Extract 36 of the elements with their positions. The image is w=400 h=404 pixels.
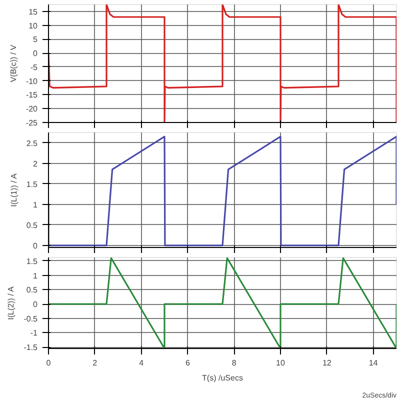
y-tick-label: 0	[33, 49, 38, 58]
x-tick-label: 12	[322, 358, 332, 368]
y-tick-label: 0.5	[26, 286, 38, 295]
x-tick-label: 10	[276, 358, 286, 368]
y-tick-label: -15	[26, 90, 38, 100]
y-tick-label: 1	[33, 200, 38, 210]
y-tick-label: -5	[30, 62, 38, 72]
y-tick-label: 10	[28, 21, 38, 30]
x-tick-label: 14	[368, 358, 378, 368]
x-tick-label: 2	[92, 358, 98, 368]
y-tick-label: -25	[26, 118, 38, 128]
y-axis-title: I(L(1)) / A	[9, 172, 18, 207]
x-tick-label: 6	[185, 358, 190, 368]
x-tick-label: 8	[232, 358, 237, 368]
y-tick-label: 15	[28, 7, 38, 16]
y-tick-label: -1.5	[24, 343, 38, 352]
y-tick-label: -0.5	[24, 314, 38, 324]
y-tick-label: 5	[33, 35, 38, 44]
y-tick-label: -20	[26, 104, 38, 114]
y-axis-title: I(L(2)) / A	[6, 286, 16, 320]
y-tick-label: 0	[33, 241, 38, 250]
y-tick-label: 1.5	[26, 256, 38, 266]
x-axis-title: T(s) /uSecs	[202, 374, 243, 382]
y-tick-label: 2	[33, 159, 38, 168]
y-tick-label: -1	[30, 328, 38, 338]
y-axis-title: V(B(c)) / V	[8, 44, 18, 82]
line-series	[48, 4, 396, 122]
x-tick-label: 0	[46, 358, 52, 368]
y-tick-label: -10	[26, 76, 38, 86]
y-tick-label: 1.5	[26, 180, 38, 189]
line-series	[48, 136, 396, 246]
y-tick-label: 0.5	[26, 220, 38, 230]
y-tick-label: 0	[33, 300, 38, 310]
y-tick-label: 2.5	[26, 138, 38, 148]
y-tick-label: 1	[33, 271, 38, 280]
x-tick-label: 4	[139, 358, 144, 368]
